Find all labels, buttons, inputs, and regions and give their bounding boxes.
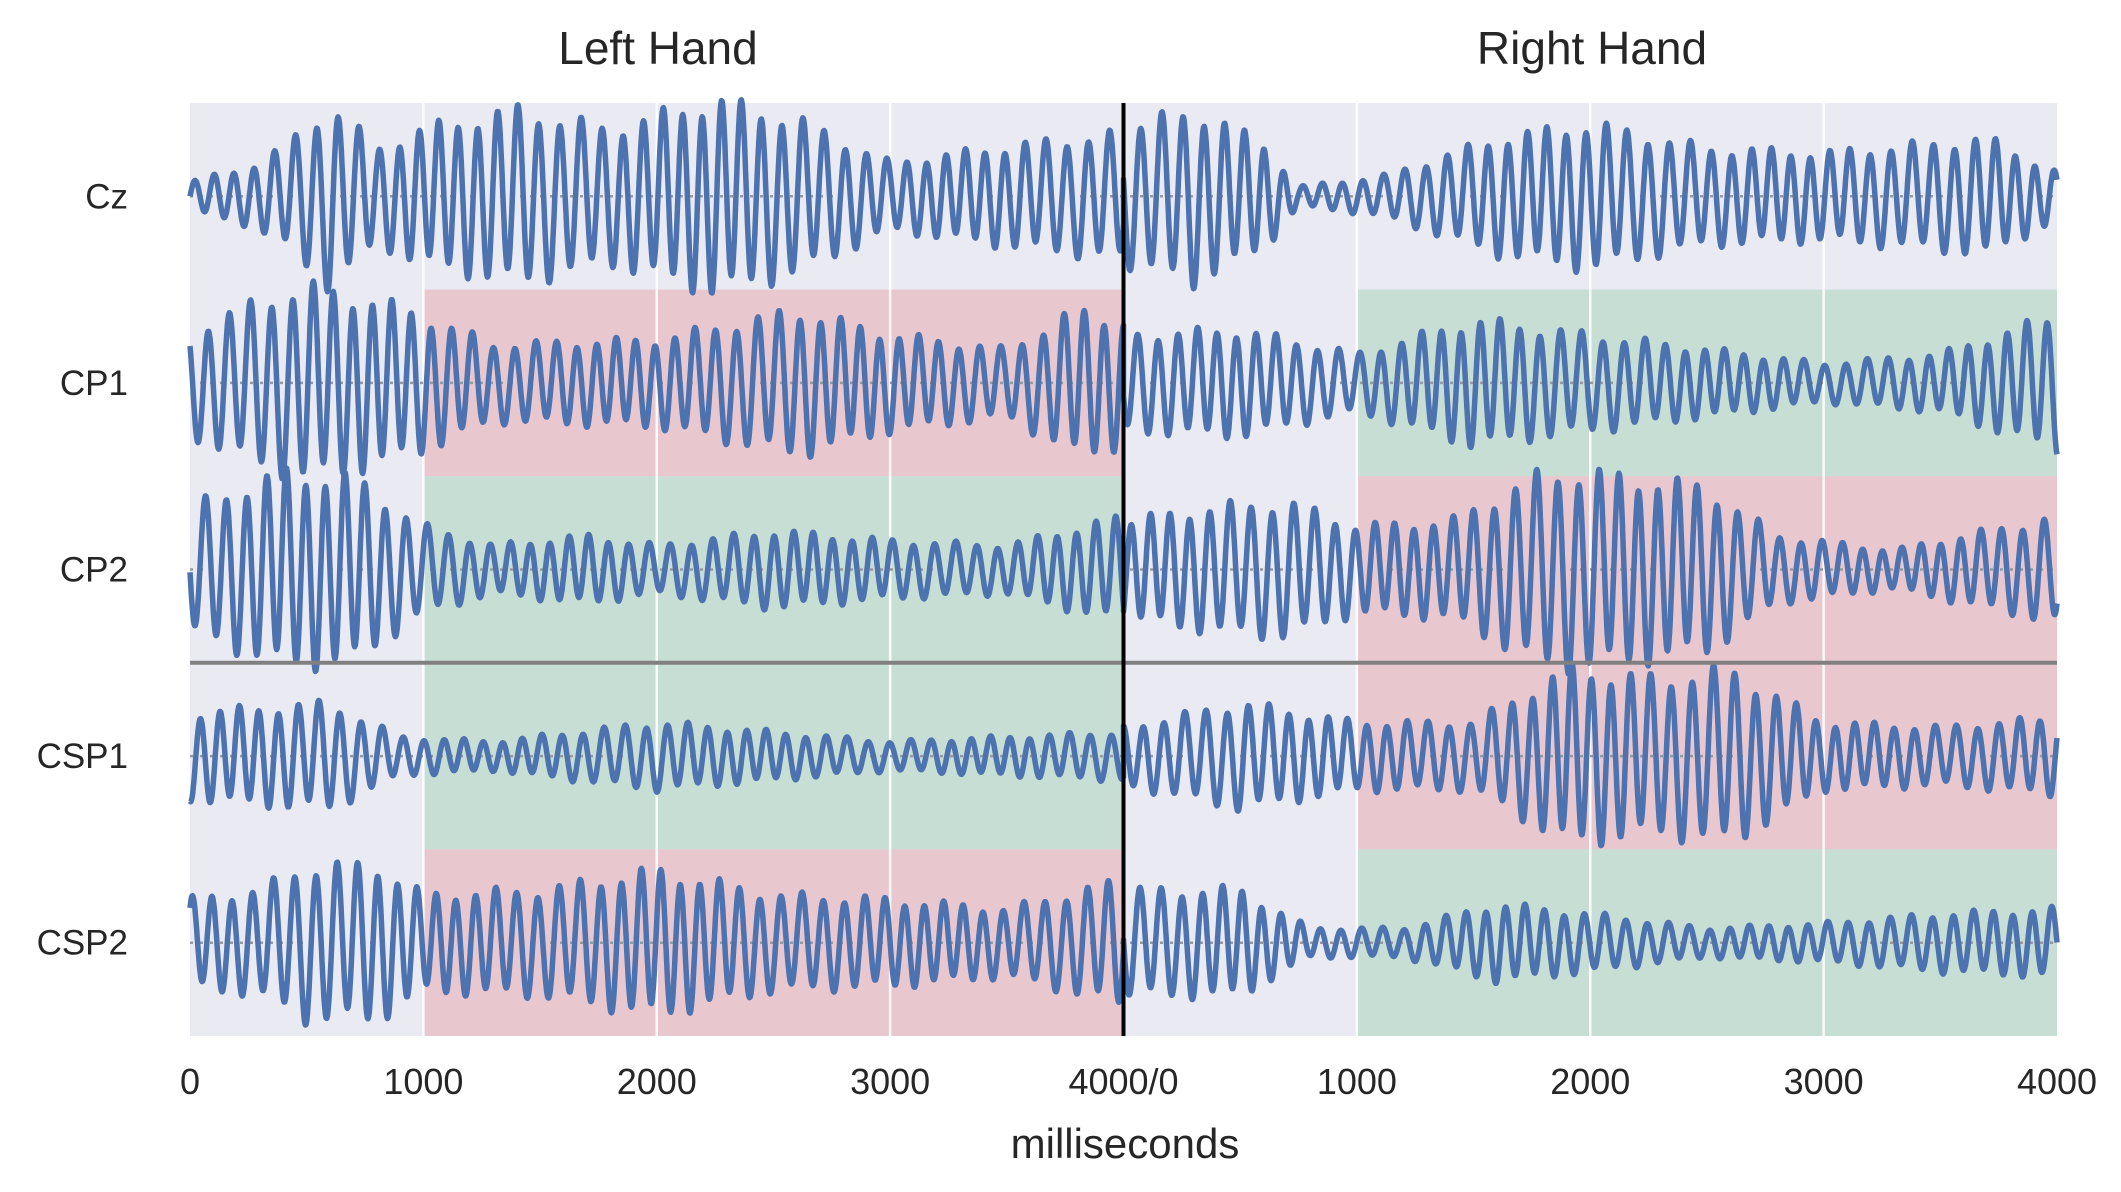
x-tick-label: 2000 (1550, 1061, 1630, 1102)
x-tick-label: 2000 (617, 1061, 697, 1102)
x-tick-label: 3000 (850, 1061, 930, 1102)
x-tick-label: 0 (180, 1061, 200, 1102)
channel-label-cp1: CP1 (60, 364, 128, 403)
x-tick-label: 4000/0 (1068, 1061, 1178, 1102)
x-tick-label: 4000 (2017, 1061, 2097, 1102)
x-tick-labels: 0 1000 2000 3000 4000/0 1000 2000 3000 4000 (180, 1061, 2097, 1102)
channel-label-csp2: CSP2 (37, 924, 128, 963)
dividers (190, 103, 2057, 1036)
panel-title-left: Left Hand (558, 22, 757, 74)
band-cp2-left (423, 476, 1124, 663)
channel-label-cz: Cz (85, 177, 128, 216)
x-tick-label: 1000 (383, 1061, 463, 1102)
x-tick-label: 3000 (1784, 1061, 1864, 1102)
channel-label-csp1: CSP1 (37, 737, 128, 776)
channel-labels: Cz CP1 CP2 CSP1 CSP2 (37, 177, 128, 962)
x-axis-label: milliseconds (1011, 1120, 1240, 1167)
panel-title-right: Right Hand (1477, 22, 1707, 74)
x-tick-label: 1000 (1317, 1061, 1397, 1102)
channel-label-cp2: CP2 (60, 551, 128, 590)
